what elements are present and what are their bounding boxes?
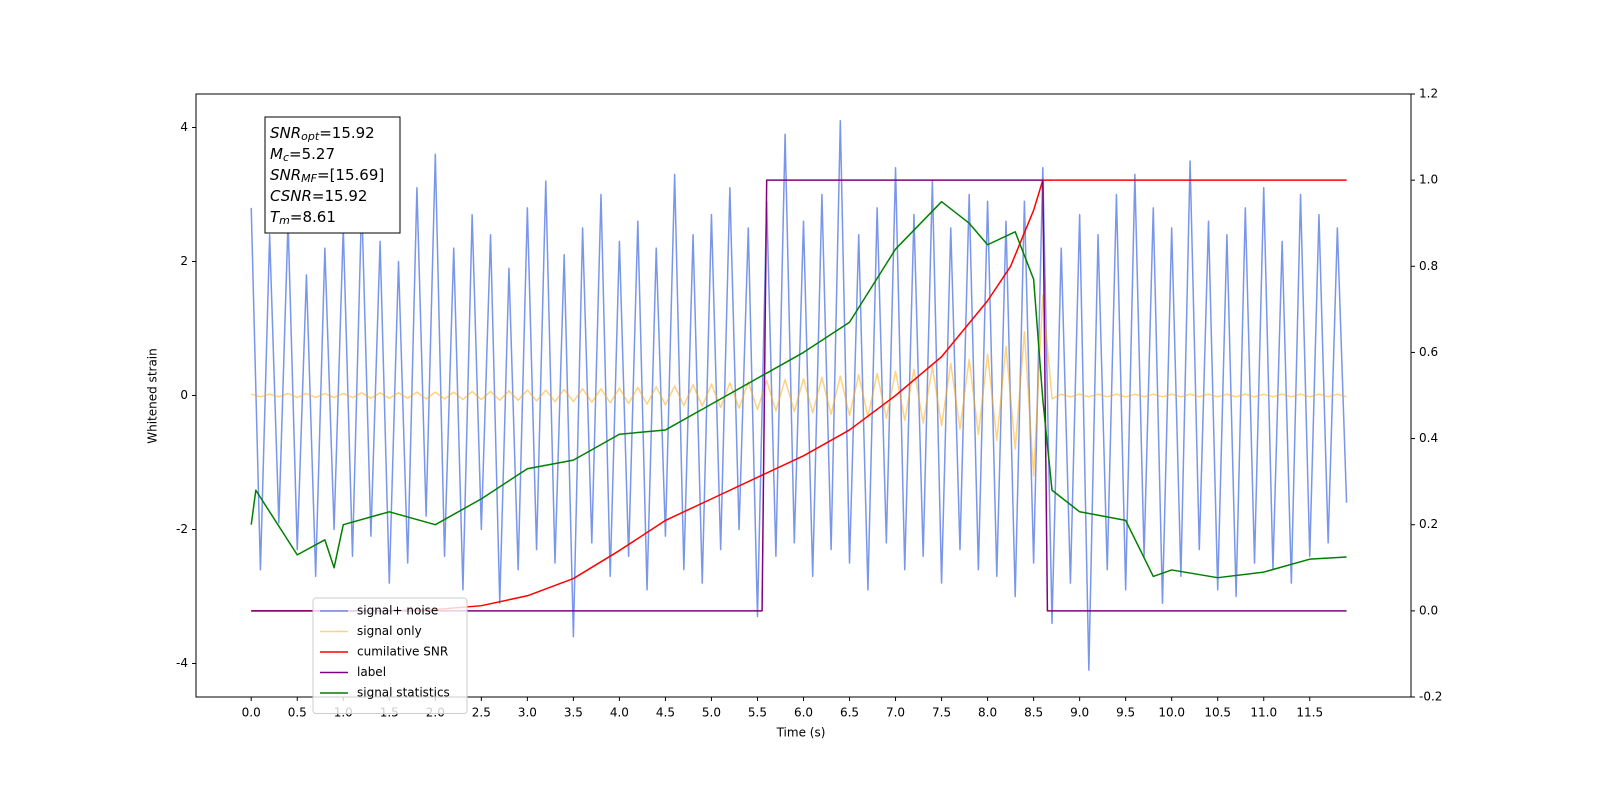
annotation: CSNR=15.92: [270, 187, 367, 205]
annotation-name: CSNR: [270, 187, 312, 205]
x-axis-label: Time (s): [776, 726, 826, 740]
annotation-subscript: MF: [301, 172, 317, 185]
annotation-value: =5.27: [289, 145, 335, 163]
series-line: [250, 200, 1347, 579]
x-tick-label: 11.0: [1250, 706, 1277, 720]
annotation-name: SNR: [270, 166, 301, 184]
series-line: [250, 120, 1348, 671]
x-tick-label: 4.5: [656, 706, 675, 720]
y2-tick-label: 1.0: [1419, 173, 1438, 187]
y2-tick-label: 1.2: [1419, 87, 1438, 101]
annotation-subscript: m: [279, 214, 290, 227]
x-tick-label: 10.5: [1204, 706, 1231, 720]
annotation-value: =15.92: [312, 187, 368, 205]
x-tick-label: 3.5: [564, 706, 583, 720]
y-tick-label: 4: [180, 120, 188, 134]
annotation-box: [264, 116, 401, 234]
series-line: [251, 294, 1347, 477]
y-tick-label: -4: [176, 656, 188, 670]
x-tick-label: 0.0: [242, 706, 261, 720]
x-tick-label: 9.5: [1116, 706, 1135, 720]
legend-label: cumilative SNR: [357, 645, 448, 659]
x-tick-label: 9.0: [1070, 706, 1089, 720]
legend-label: signal only: [357, 624, 422, 638]
x-tick-label: 6.0: [794, 706, 813, 720]
x-tick-label: 2.5: [472, 706, 491, 720]
x-tick-label: 3.0: [518, 706, 537, 720]
x-tick-label: 11.5: [1296, 706, 1323, 720]
annotation: Tm=8.61: [270, 208, 336, 228]
y-tick-label: 0: [180, 388, 188, 402]
x-tick-label: 0.5: [288, 706, 307, 720]
annotation-subscript: opt: [301, 130, 320, 143]
x-tick-label: 8.5: [1024, 706, 1043, 720]
series-line: [251, 179, 1347, 612]
y2-tick-label: -0.2: [1419, 690, 1442, 704]
legend-label: signal statistics: [357, 686, 450, 700]
y2-tick-label: 0.6: [1419, 345, 1438, 359]
y-tick-label: -2: [176, 522, 188, 536]
x-tick-label: 8.0: [978, 706, 997, 720]
legend-label: signal+ noise: [357, 604, 438, 618]
annotation-name: M: [270, 145, 283, 163]
x-tick-label: 5.5: [748, 706, 767, 720]
series-line: [251, 179, 1347, 612]
legend-box: [312, 597, 468, 714]
y-axis-label: Whitened strain: [146, 348, 160, 444]
plot-area: [250, 120, 1348, 671]
annotation-value: =[15.69]: [317, 166, 384, 184]
x-tick-label: 7.5: [932, 706, 951, 720]
annotation-subscript: c: [283, 151, 289, 164]
x-tick-label: 7.0: [886, 706, 905, 720]
annotation-value: =15.92: [319, 124, 375, 142]
y2-tick-label: 0.0: [1419, 603, 1438, 617]
y2-tick-label: 0.8: [1419, 259, 1438, 273]
annotation-name: SNR: [270, 124, 301, 142]
y2-tick-label: 0.4: [1419, 431, 1438, 445]
x-tick-label: 5.0: [702, 706, 721, 720]
legend-label: label: [357, 665, 386, 679]
x-tick-label: 10.0: [1158, 706, 1185, 720]
annotation-name: T: [270, 208, 281, 226]
x-tick-label: 4.0: [610, 706, 629, 720]
x-tick-label: 6.5: [840, 706, 859, 720]
y2-tick-label: 0.2: [1419, 517, 1438, 531]
annotation-value: =8.61: [290, 208, 336, 226]
y-tick-label: 2: [180, 254, 188, 268]
annotation: SNRMF=[15.69]: [270, 166, 384, 186]
annotation: Mc=5.27: [270, 145, 335, 165]
annotation: SNRopt=15.92: [270, 124, 375, 144]
